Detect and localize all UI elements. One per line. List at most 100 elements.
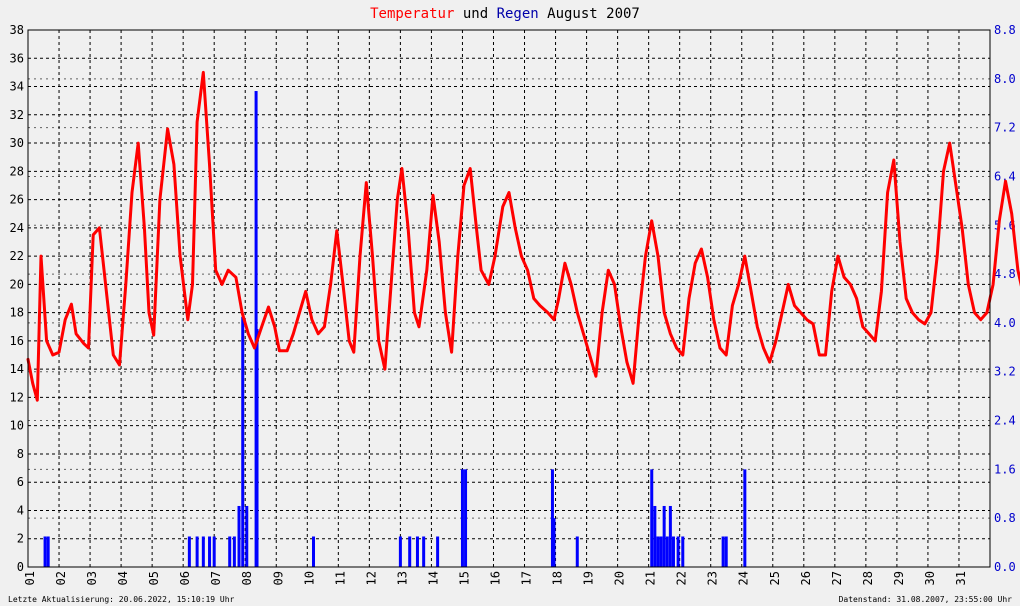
y-tick-label-left: 32 [10,108,24,122]
footer-data-status: Datenstand: 31.08.2007, 23:55:00 Uhr [839,595,1013,604]
x-tick-label: 08 [240,571,254,585]
y-tick-label-left: 24 [10,221,24,235]
rain-bar [241,316,245,567]
y-tick-label-right: 6.4 [994,169,1016,183]
y-tick-label-left: 38 [10,23,24,37]
rain-bar [415,536,419,567]
x-tick-label: 21 [644,571,658,585]
title-month: August 2007 [539,6,640,22]
rain-bar [46,536,50,567]
y-tick-label-left: 0 [17,560,24,574]
y-tick-label-left: 16 [10,334,24,348]
rain-bar [201,536,205,567]
y-tick-label-left: 26 [10,193,24,207]
right-axis-rain: 0.00.81.62.43.24.04.85.66.47.28.08.8 [994,23,1016,574]
plot-frame [27,29,991,568]
rain-bar [464,469,468,567]
y-tick-label-right: 3.2 [994,365,1016,379]
y-tick-label-left: 36 [10,51,24,65]
rain-bar [245,505,249,567]
x-tick-label: 16 [488,571,502,585]
y-tick-label-right: 0.8 [994,511,1016,525]
x-tick-label: 30 [923,571,937,585]
rain-bar [422,536,426,567]
x-tick-label: 11 [333,571,347,585]
footer-last-update: Letzte Aktualisierung: 20.06.2022, 15:10… [8,595,235,604]
x-tick-label: 15 [457,571,471,585]
x-tick-label: 07 [209,571,223,585]
y-tick-label-right: 2.4 [994,414,1016,428]
y-tick-label-right: 4.0 [994,316,1016,330]
x-tick-label: 26 [799,571,813,585]
rain-bar [187,536,191,567]
y-tick-label-right: 4.8 [994,267,1016,281]
rain-bar [228,536,232,567]
y-tick-label-left: 28 [10,164,24,178]
x-tick-label: 17 [520,571,534,585]
rain-bar [653,505,657,567]
x-tick-label: 22 [675,571,689,585]
title-rain: Regen [497,6,539,22]
rain-bar [212,536,216,567]
y-tick-label-left: 8 [17,447,24,461]
x-tick-label: 23 [706,571,720,585]
title-temperature: Temperatur [370,6,454,22]
rain-bars [43,91,747,567]
temperature-line [26,70,1020,402]
x-tick-label: 01 [23,571,37,585]
x-tick-label: 03 [85,571,99,585]
rain-bar [550,469,554,567]
x-tick-label: 19 [582,571,596,585]
x-tick-label: 02 [54,571,68,585]
x-tick-label: 12 [364,571,378,585]
title-and: und [454,6,496,22]
rain-bar [681,536,685,567]
x-tick-label: 09 [271,571,285,585]
y-tick-label-right: 8.0 [994,72,1016,86]
y-tick-label-left: 2 [17,532,24,546]
x-tick-label: 20 [613,571,627,585]
x-tick-label: 28 [861,571,875,585]
rain-bar [659,536,663,567]
y-tick-label-left: 22 [10,249,24,263]
y-tick-label-left: 14 [10,362,24,376]
x-tick-label: 25 [768,571,782,585]
x-tick-label: 06 [178,571,192,585]
y-tick-label-left: 20 [10,277,24,291]
x-tick-label: 27 [830,571,844,585]
x-tick-label: 05 [147,571,161,585]
y-tick-label-right: 7.2 [994,121,1016,135]
y-tick-label-left: 34 [10,80,24,94]
y-tick-label-left: 30 [10,136,24,150]
rain-bar [408,536,412,567]
y-tick-label-left: 10 [10,419,24,433]
rain-bar [665,536,669,567]
y-tick-label-left: 6 [17,475,24,489]
chart-title: Temperatur und Regen August 2007 [370,6,640,22]
y-tick-label-left: 4 [17,503,24,517]
rain-bar [552,518,556,567]
x-tick-label: 29 [892,571,906,585]
rain-bar [460,469,464,567]
rain-bar [208,536,212,567]
rain-bar [195,536,199,567]
rain-bar [436,536,440,567]
x-tick-label: 14 [426,571,440,585]
y-tick-label-right: 8.8 [994,23,1016,37]
x-tick-label: 24 [737,571,751,585]
y-tick-label-left: 18 [10,306,24,320]
rain-bar [255,329,259,567]
x-tick-label: 31 [954,571,968,585]
rain-bar [671,536,675,567]
x-tick-label: 18 [551,571,565,585]
x-tick-label: 10 [302,571,316,585]
rain-bar [398,536,402,567]
y-tick-label-left: 12 [10,390,24,404]
y-tick-label-right: 1.6 [994,462,1016,476]
rain-bar [721,536,725,567]
rain-bar [743,469,747,567]
rain-bar [656,536,660,567]
